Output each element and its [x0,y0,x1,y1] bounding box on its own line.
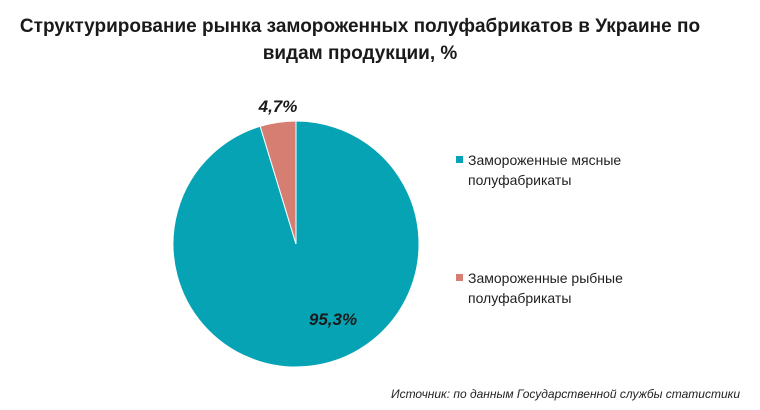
legend-item-fish: Замороженные рыбные полуфабрикаты [456,268,716,308]
legend-label-fish-line-1: Замороженные рыбные [468,270,623,286]
legend-item-meat: Замороженные мясные полуфабрикаты [456,150,716,190]
pie-slice-fish [259,120,297,245]
chart-title-line-1: Структурирование рынка замороженных полу… [19,16,701,37]
legend: Замороженные мясные полуфабрикаты Заморо… [456,150,716,386]
legend-label-fish-line-2: полуфабрикаты [468,290,572,306]
chart-title-line-2: видам продукции, % [262,43,458,64]
legend-label-meat-line-1: Замороженные мясные [468,152,622,168]
chart-title: Структурирование рынка замороженных полу… [0,13,720,67]
legend-label-meat-line-2: полуфабрикаты [468,172,572,188]
legend-swatch-meat [456,156,463,163]
legend-swatch-fish [456,274,463,281]
source-note: Источник: по данным Государственной служ… [390,387,740,401]
data-label-fish: 4,7% [258,97,298,116]
data-label-meat: 95,3% [309,310,357,329]
